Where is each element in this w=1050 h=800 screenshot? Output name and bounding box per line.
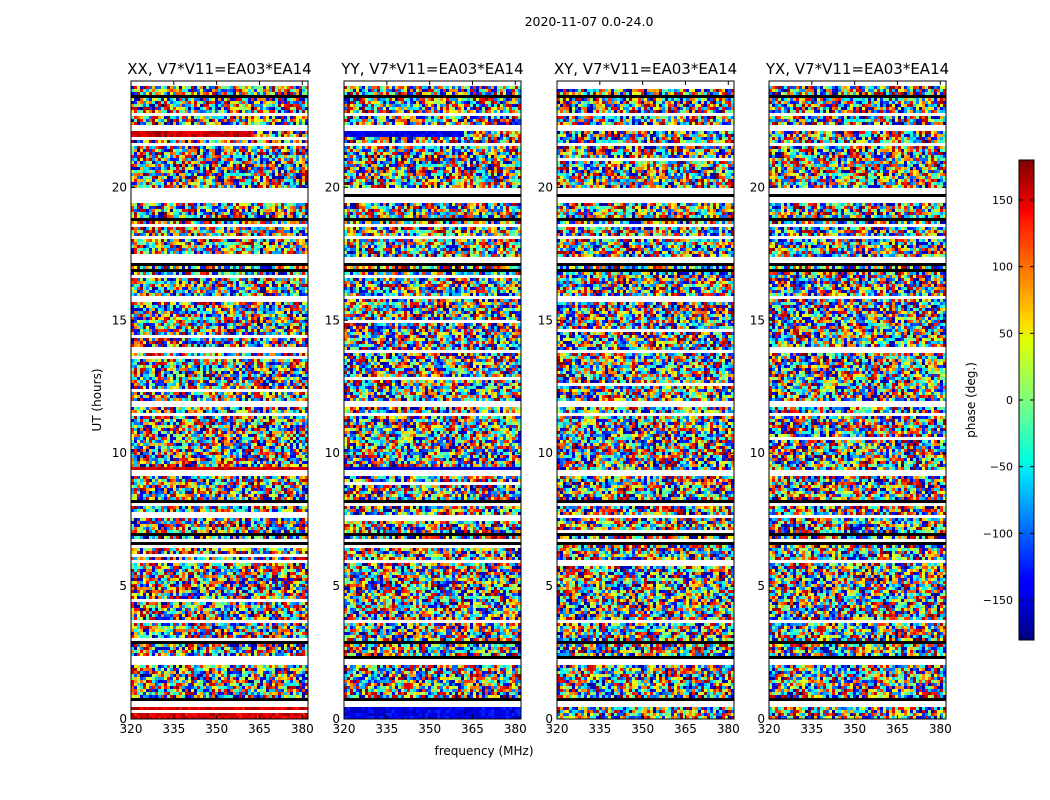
colorbar-tick-label: 150 — [992, 194, 1013, 207]
colorbar-tick-label: −150 — [983, 594, 1013, 607]
panel-title: XX, V7*V11=EA03*EA14 — [127, 60, 311, 78]
y-tick-label: 10 — [538, 446, 553, 460]
panel-frame — [768, 80, 947, 720]
x-tick-label: 350 — [631, 722, 654, 736]
y-tick-label: 0 — [332, 712, 340, 726]
y-tick-label: 20 — [112, 180, 127, 194]
colorbar: 150 100 50 0 −50 −100 −150 phase (deg.) — [964, 159, 1035, 641]
y-tick-label: 0 — [757, 712, 765, 726]
x-tick-label: 380 — [504, 722, 527, 736]
panel-frame — [343, 80, 522, 720]
phase-heatmap — [769, 86, 946, 719]
x-tick-label: 335 — [800, 722, 823, 736]
panel-frame — [556, 80, 735, 720]
x-tick-label: 350 — [205, 722, 228, 736]
x-tick-label: 320 — [758, 722, 781, 736]
colorbar-tick-label: −100 — [983, 527, 1013, 540]
panels: XX, V7*V11=EA03*EA14 320 335 350 365 380 0 5 10 1… — [112, 60, 952, 736]
colorbar-tick-label: 100 — [992, 261, 1013, 274]
phase-heatmap — [131, 86, 308, 719]
x-tick-label: 320 — [333, 722, 356, 736]
y-tick-label: 5 — [119, 579, 127, 593]
y-tick-label: 20 — [750, 180, 765, 194]
panel-title: XY, V7*V11=EA03*EA14 — [554, 60, 737, 78]
x-tick-label: 335 — [588, 722, 611, 736]
x-tick-label: 320 — [120, 722, 143, 736]
y-tick-label: 15 — [750, 313, 765, 327]
y-tick-label: 5 — [332, 579, 340, 593]
panel-3: XY, V7*V11=EA03*EA14 320 335 350 365 380 0 5 10 1… — [538, 60, 740, 736]
y-tick-label: 5 — [545, 579, 553, 593]
y-tick-label: 0 — [119, 712, 127, 726]
x-axis-label: frequency (MHz) — [434, 744, 533, 758]
colorbar-tick-label: −50 — [990, 461, 1013, 474]
x-tick-label: 380 — [717, 722, 740, 736]
x-tick-label: 365 — [886, 722, 909, 736]
y-tick-label: 0 — [545, 712, 553, 726]
suptitle: 2020-11-07 0.0-24.0 — [525, 14, 654, 29]
y-tick-label: 20 — [325, 180, 340, 194]
colorbar-tick-label: 0 — [1006, 394, 1013, 407]
y-tick-label: 15 — [112, 313, 127, 327]
x-tick-label: 365 — [461, 722, 484, 736]
x-tick-label: 350 — [843, 722, 866, 736]
y-tick-label: 10 — [112, 446, 127, 460]
x-tick-label: 365 — [248, 722, 271, 736]
x-tick-label: 350 — [418, 722, 441, 736]
y-axis-label: UT (hours) — [90, 368, 104, 431]
panel-title: YY, V7*V11=EA03*EA14 — [340, 60, 523, 78]
colorbar-label: phase (deg.) — [964, 362, 978, 438]
panel-2: YY, V7*V11=EA03*EA14 320 335 350 365 380 0 5 10 1… — [325, 60, 527, 736]
panel-4: YX, V7*V11=EA03*EA14 320 335 350 365 380 0 5 10 1… — [750, 60, 952, 736]
panel-title: YX, V7*V11=EA03*EA14 — [765, 60, 949, 78]
colorbar-tick-label: 50 — [999, 327, 1013, 340]
panel-frame — [130, 80, 309, 720]
panel-1: XX, V7*V11=EA03*EA14 320 335 350 365 380 0 5 10 1… — [112, 60, 314, 736]
colorbar-ticks: 150 100 50 0 −50 −100 −150 — [983, 194, 1034, 607]
x-tick-label: 335 — [375, 722, 398, 736]
x-tick-label: 365 — [674, 722, 697, 736]
phase-heatmap — [344, 86, 521, 719]
x-tick-label: 380 — [929, 722, 952, 736]
x-tick-label: 320 — [546, 722, 569, 736]
y-tick-label: 10 — [750, 446, 765, 460]
y-tick-label: 15 — [538, 313, 553, 327]
y-tick-label: 20 — [538, 180, 553, 194]
y-tick-label: 10 — [325, 446, 340, 460]
y-tick-label: 15 — [325, 313, 340, 327]
x-tick-label: 380 — [291, 722, 314, 736]
y-tick-label: 5 — [757, 579, 765, 593]
phase-heatmap — [557, 89, 734, 719]
x-tick-label: 335 — [162, 722, 185, 736]
